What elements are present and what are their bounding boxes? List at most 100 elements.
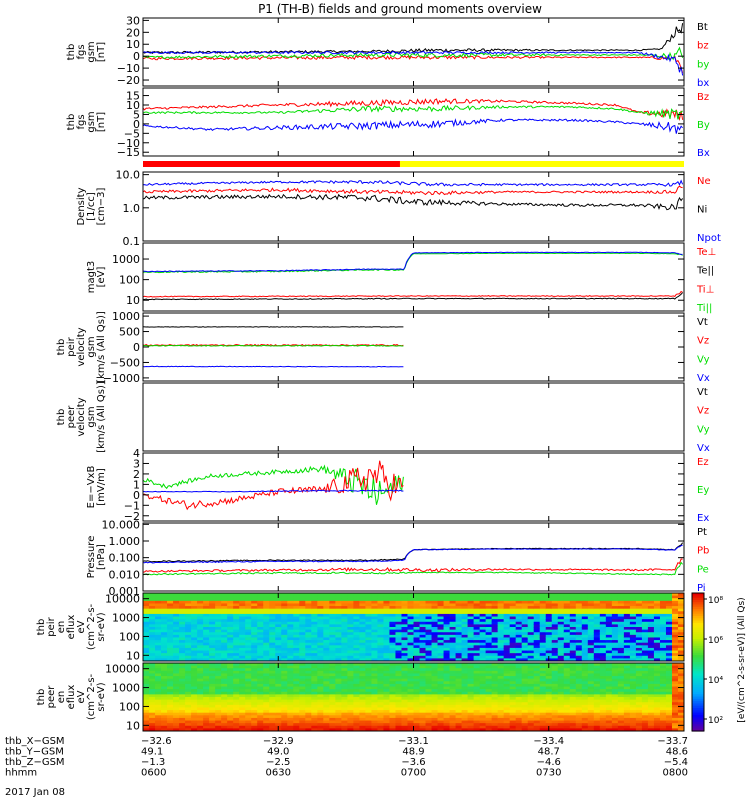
y-tick-label: 1000	[112, 253, 140, 266]
legend-te: Te||	[696, 266, 714, 277]
legend-vx: Vx	[697, 443, 710, 454]
panel-frame	[142, 382, 685, 452]
x-tick-label: 0630	[266, 768, 291, 779]
y-axis-label: gsm	[86, 336, 97, 357]
x-tick-label: 49.1	[141, 747, 163, 758]
y-tick-label: −2	[124, 510, 140, 523]
y-axis-label: thb	[36, 619, 47, 636]
series-fgs_gsm_zoom-bx	[143, 118, 683, 134]
x-tick-label: 48.9	[402, 747, 424, 758]
panel-peir_velocity: 1000 500 0 −500 −1000 thb peir velocity gsm [km/s…	[56, 310, 710, 385]
y-tick-label: 10	[126, 649, 140, 662]
series-temperature-te	[143, 292, 683, 301]
colorbar-tick: 10⁶	[708, 636, 723, 646]
series-temperature-ti	[143, 252, 683, 274]
series-temperature-te	[143, 290, 683, 298]
panel-temperature: 1000 100 10 magt3 [eV] Te⊥ Te|| Ti⊥ Ti||	[86, 242, 716, 314]
y-axis-label: [nT]	[96, 112, 107, 132]
y-tick-label: 0	[133, 489, 140, 502]
status-bar	[143, 161, 684, 167]
y-axis-label: [km/s (All Qs)]	[96, 381, 107, 453]
y-tick-label: 100	[119, 700, 140, 713]
date-label: 2017 Jan 08	[5, 787, 65, 798]
x-tick-label: 48.6	[666, 747, 688, 758]
y-axis-label: velocity	[76, 327, 87, 366]
y-tick-label: 100	[119, 274, 140, 287]
y-axis-label: peer	[66, 405, 77, 429]
y-axis-label: thb	[56, 409, 67, 426]
y-axis-label: fgs	[76, 114, 87, 129]
x-row-name: thb_Z−GSM	[5, 757, 65, 768]
series-density-npot	[143, 179, 684, 187]
y-tick-label: 3	[133, 457, 140, 470]
y-axis-label: thb	[66, 114, 77, 131]
y-axis-label: [eV]	[96, 267, 107, 288]
y-tick-label: 0.010	[109, 568, 141, 581]
y-tick-label: 0	[133, 50, 140, 63]
y-tick-label: 1000	[112, 682, 140, 695]
legend-by: by	[697, 59, 709, 70]
y-axis-label: en	[56, 621, 67, 634]
series-electric_field-ey	[143, 464, 404, 505]
legend-ne: Ne	[697, 176, 711, 187]
y-tick-label: 0	[133, 118, 140, 131]
y-axis-label: eV	[76, 690, 87, 703]
legend-ti: Ti⊥	[696, 284, 714, 295]
series-fgs_gsm_zoom-by	[143, 104, 683, 120]
series-peir_velocity-vx	[143, 365, 404, 368]
y-tick-label: 4	[133, 447, 140, 460]
y-axis-label: thb	[66, 44, 77, 61]
y-axis-label: sr-eV)	[96, 682, 107, 711]
y-axis-label: Pressure	[86, 536, 97, 579]
colorbar-tick: 10⁴	[708, 676, 723, 686]
y-tick-label: 10.0	[116, 169, 141, 182]
series-pressure-pi	[143, 544, 683, 564]
y-axis-label: eV	[76, 620, 87, 633]
y-tick-label: 10	[126, 99, 140, 112]
legend-vy: Vy	[697, 424, 710, 435]
series-density-ne	[143, 185, 683, 196]
y-axis-label: thb	[56, 339, 67, 356]
legend-pb: Pb	[697, 546, 709, 557]
y-axis-label: peir	[66, 336, 77, 356]
y-tick-label: 15	[126, 90, 140, 103]
y-tick-label: 10000	[105, 663, 140, 676]
y-tick-label: 10	[126, 294, 140, 307]
y-axis-label: magt3	[86, 261, 97, 294]
y-tick-label: −1000	[103, 372, 140, 385]
x-tick-label: −4.6	[537, 757, 561, 768]
legend-ni: Ni	[697, 205, 707, 216]
spectrogram-peir_en_eflux	[143, 593, 684, 661]
series-fgs_gsm-by	[143, 46, 684, 61]
series-peir_velocity-vt	[143, 326, 404, 328]
y-axis-label: [km/s (All Qs)]	[96, 311, 107, 383]
legend-bz: Bz	[697, 92, 709, 103]
y-tick-label: 0.1	[123, 235, 141, 248]
colorbar: 10⁸ 10⁶ 10⁴ 10² [eV/(cm^2-s-sr-eV)] (All Qs)	[691, 592, 747, 732]
status-segment-0	[143, 161, 400, 167]
y-tick-label: 10000	[105, 593, 140, 606]
legend-ey: Ey	[697, 485, 709, 496]
y-axis-label: [1/cc]	[86, 192, 97, 221]
y-tick-label: −5	[124, 127, 140, 140]
y-axis-label: gsm	[86, 41, 97, 62]
panel-frame	[142, 452, 685, 522]
legend-pi: Pi	[697, 583, 706, 594]
x-tick-label: −33.1	[398, 736, 429, 747]
series-pressure-pb	[143, 558, 683, 573]
x-row-name: hhmm	[5, 768, 37, 779]
panel-peer_velocity: thb peer velocity gsm [km/s (All Qs)] Vt Vz Vy V…	[56, 381, 710, 454]
y-axis-label: Density	[76, 187, 87, 225]
legend-vz: Vz	[697, 336, 709, 347]
x-tick-label: 0730	[536, 768, 561, 779]
series-peir_velocity-vy	[143, 344, 404, 347]
x-tick-label: −32.6	[141, 736, 172, 747]
series-density-ni	[143, 193, 684, 211]
y-axis-label: E=−VxB	[86, 466, 97, 509]
legend-vz: Vz	[697, 406, 709, 417]
y-axis-label: velocity	[76, 397, 87, 436]
panel-density: 10.0 1.0 0.1 Density [1/cc] [cm−3] Ne Ni Npot	[76, 169, 721, 248]
figure-title: P1 (TH-B) fields and ground moments over…	[258, 2, 542, 16]
